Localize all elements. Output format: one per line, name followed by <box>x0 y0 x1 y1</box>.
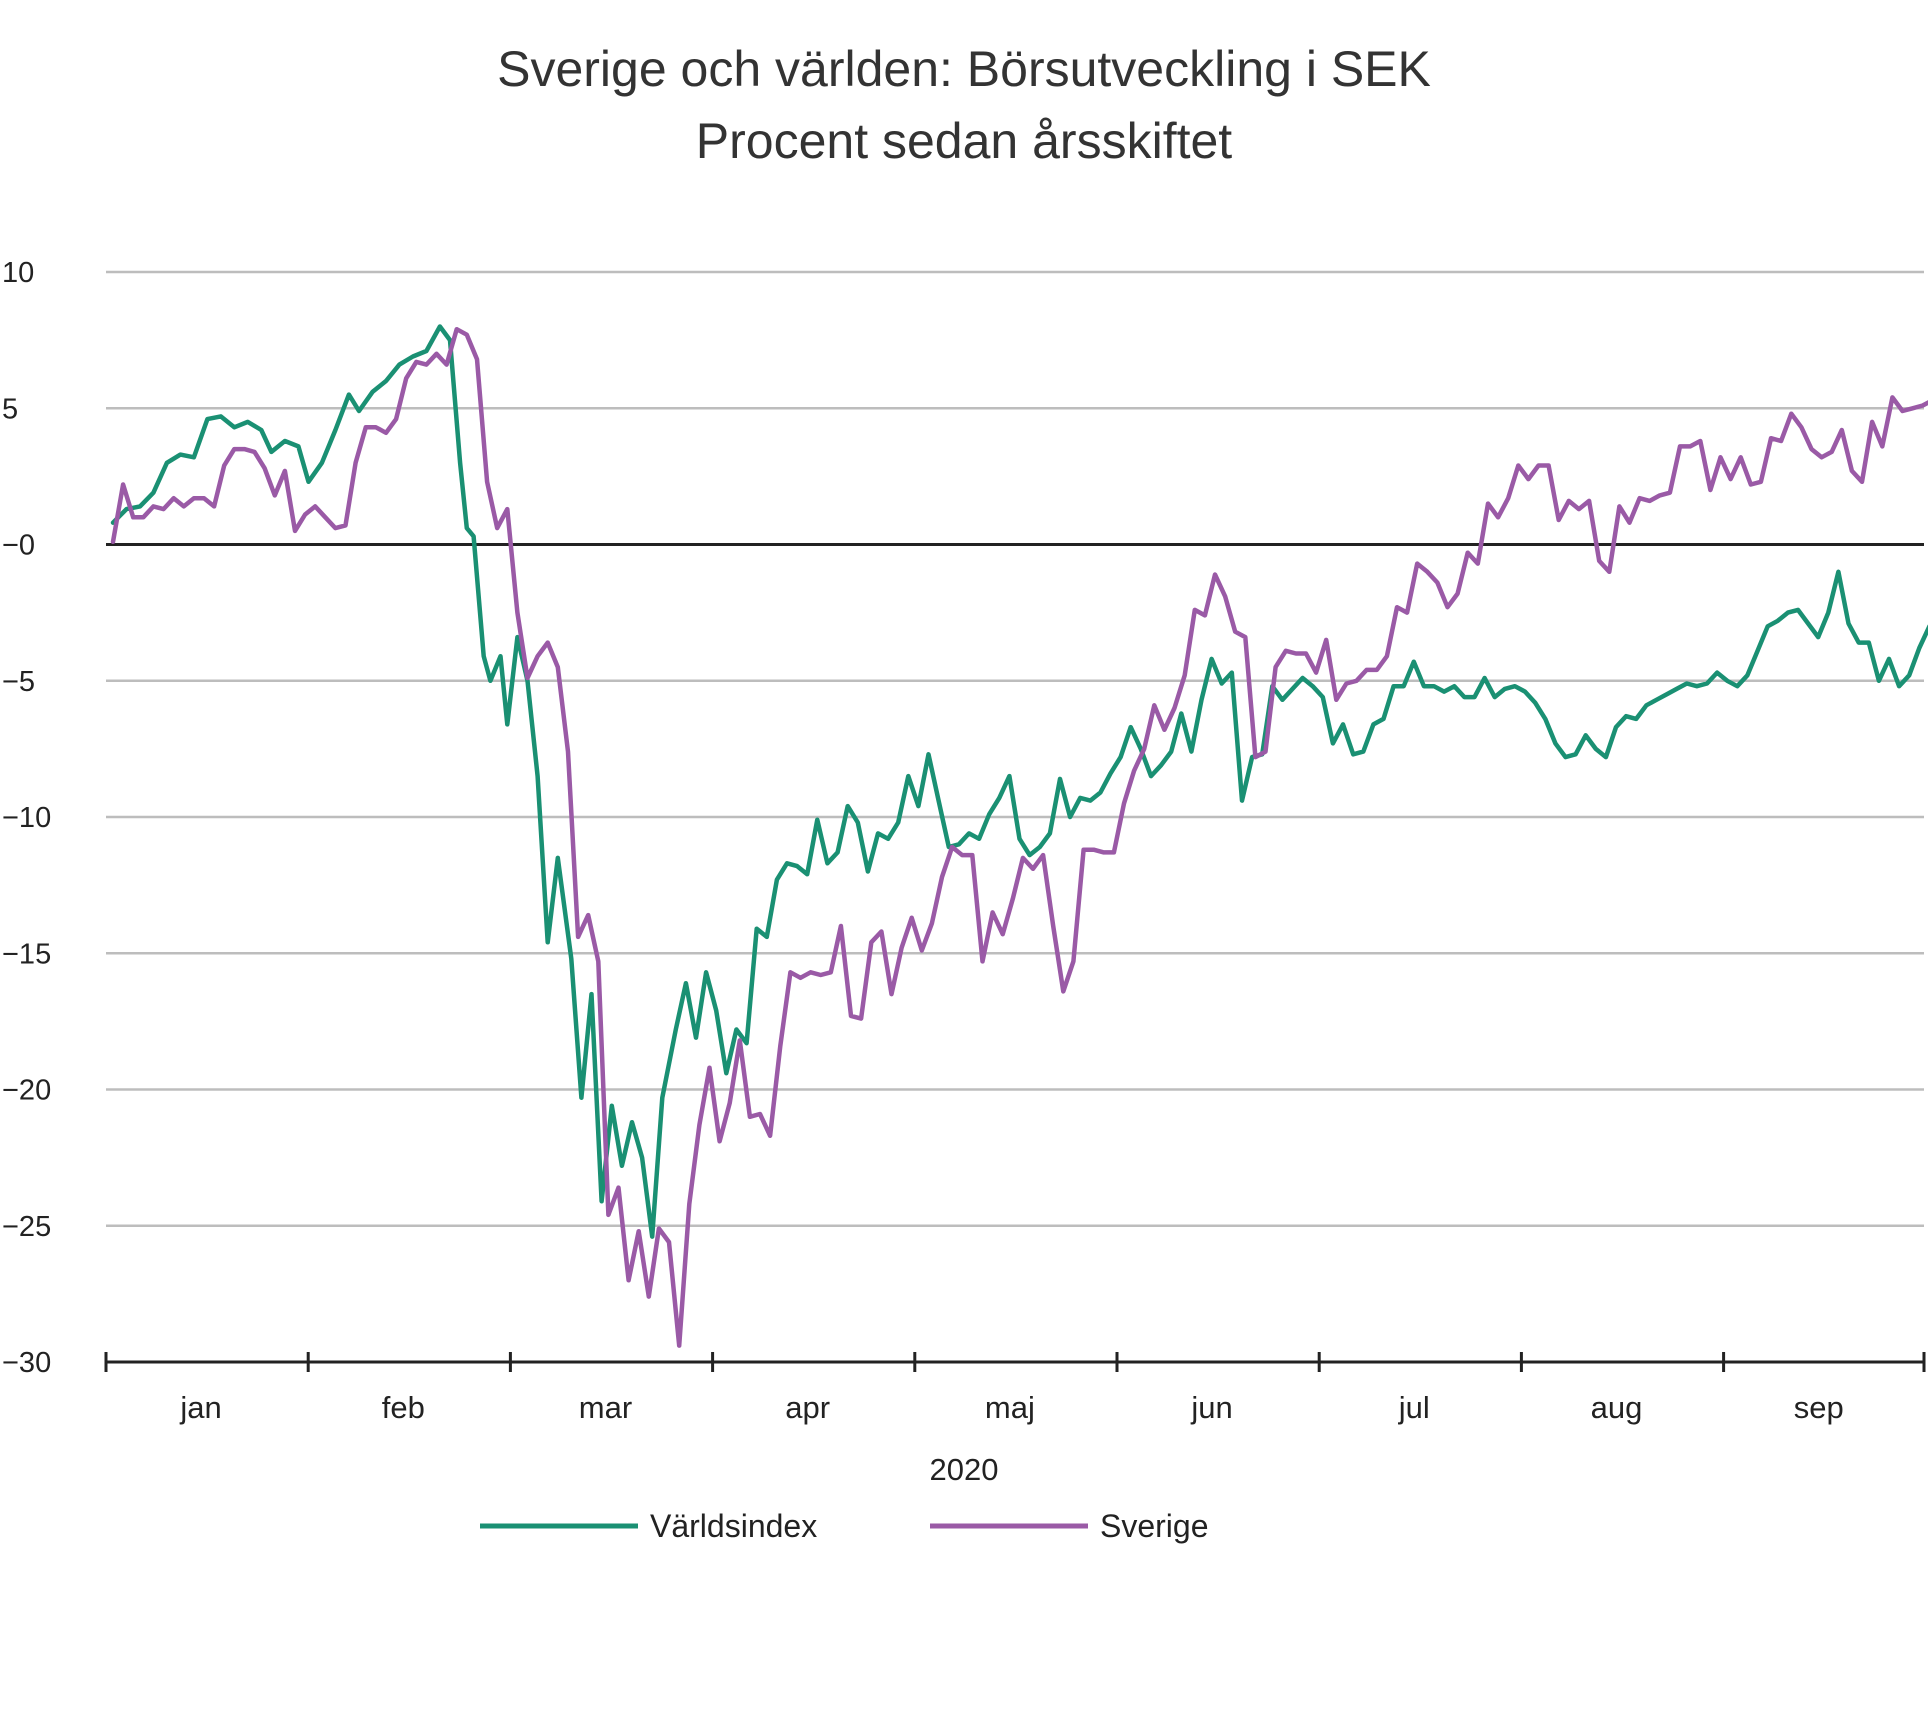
chart-subtitle: Procent sedan årsskiftet <box>696 113 1232 169</box>
x-axis: jan feb mar apr maj jun jul aug sep <box>104 1352 1926 1425</box>
x-tick-label: sep <box>1794 1390 1844 1425</box>
x-tick-label: aug <box>1591 1390 1643 1425</box>
y-tick-label: −15 <box>2 938 51 970</box>
x-tick-label: jul <box>1398 1390 1430 1425</box>
y-tick-label: −30 <box>2 1347 51 1379</box>
legend-label-sverige: Sverige <box>1100 1508 1209 1544</box>
y-tick-label: −0 <box>2 530 35 562</box>
series-line-0 <box>110 324 1928 1239</box>
legend-label-varldsindex: Världsindex <box>650 1508 817 1544</box>
x-tick-label: maj <box>985 1390 1035 1425</box>
x-tick-label: mar <box>579 1390 632 1425</box>
x-tick-label: feb <box>382 1390 425 1425</box>
y-tick-label: 10 <box>2 257 34 289</box>
x-tick-label: jan <box>179 1390 221 1425</box>
x-tick-label: jun <box>1190 1390 1232 1425</box>
y-tick-label: −20 <box>2 1075 51 1107</box>
y-tick-label: −5 <box>2 666 35 698</box>
y-tick-label: −25 <box>2 1211 51 1243</box>
legend: Världsindex Sverige <box>480 1508 1209 1544</box>
gridlines <box>106 270 1924 1227</box>
y-tick-label: 5 <box>2 393 18 425</box>
series-line-1 <box>110 326 1928 1348</box>
y-tick-label: −10 <box>2 802 51 834</box>
series-lines <box>110 324 1928 1348</box>
x-axis-label: 2020 <box>930 1452 999 1487</box>
x-tick-label: apr <box>785 1390 830 1425</box>
chart-title: Sverige och världen: Börsutveckling i SE… <box>497 41 1431 97</box>
y-axis-ticks: 10 5 −0 −5 −10 −15 −20 −25 −30 <box>2 257 51 1379</box>
